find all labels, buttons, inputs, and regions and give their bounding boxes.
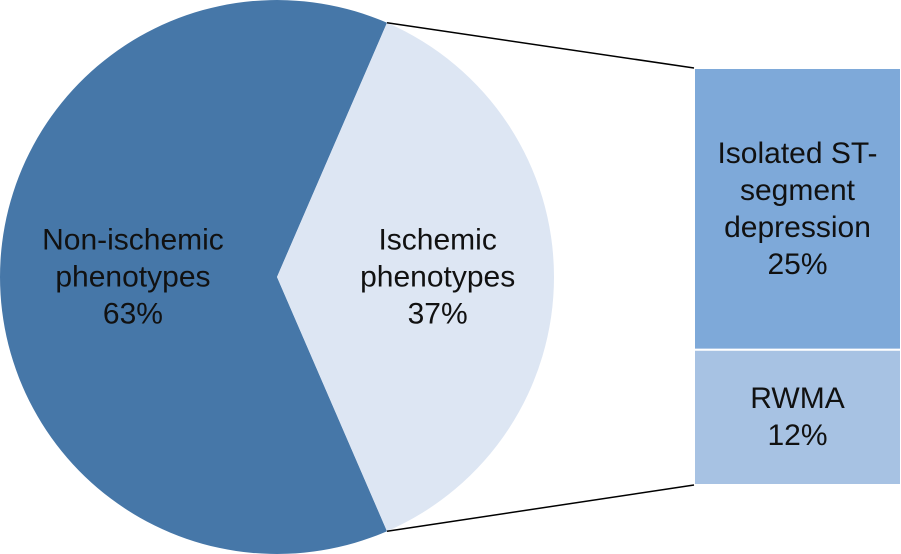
value-label: 12% <box>767 419 828 453</box>
value-label: 63% <box>102 297 163 331</box>
pie-label: Ischemic phenotypes 37% <box>328 222 548 333</box>
category-label: Ischemic phenotypes <box>360 223 516 294</box>
bar-segment <box>693 348 901 486</box>
pie-slice <box>0 0 388 554</box>
value-label: 37% <box>407 297 468 331</box>
bar-label: RWMA 12% <box>705 380 890 454</box>
category-label: Isolated ST-segment depression <box>717 136 878 244</box>
pie-slice <box>277 22 554 532</box>
bar-segment <box>693 67 901 351</box>
connector-line <box>386 484 695 532</box>
category-label: Non-ischemic phenotypes <box>42 223 224 294</box>
value-label: 25% <box>767 247 828 281</box>
bar-label: Isolated ST-segment depression 25% <box>705 135 890 283</box>
pie-label: Non-ischemic phenotypes 63% <box>23 222 243 333</box>
category-label: RWMA <box>750 382 845 416</box>
connector-line <box>386 22 695 69</box>
